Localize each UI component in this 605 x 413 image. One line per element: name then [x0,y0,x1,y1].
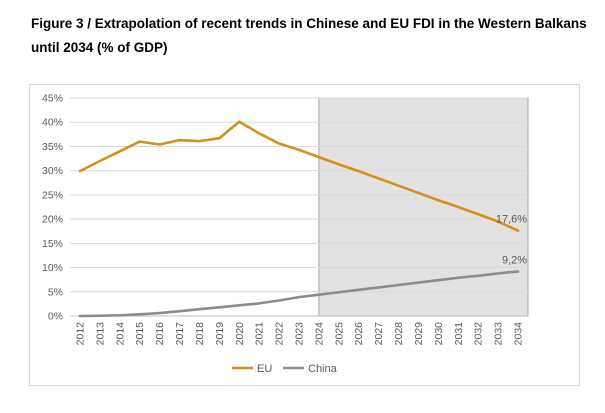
x-tick-label: 2026 [353,322,365,346]
x-tick-label: 2028 [393,322,405,346]
line-chart: 0%5%10%15%20%25%30%35%40%45% 2012 2013 201… [42,93,529,375]
y-tick-label: 20% [42,214,63,226]
x-tick-label: 2023 [294,322,306,346]
x-axis-ticks: 2012 2013 2014 2015 2016 2017 2018 2019 2020 2021… [74,322,524,346]
x-tick-label: 2032 [473,322,485,346]
x-tick-label: 2017 [174,322,186,346]
y-tick-label: 40% [42,117,63,129]
y-tick-label: 25% [42,189,63,201]
x-tick-label: 2019 [214,322,226,346]
chart-frame: 0% 5% 10% 15% 20% 25% 30% 35% 40% 45% 2012 2013 201… [29,84,580,386]
x-tick-label: 2029 [413,322,425,346]
x-tick-label: 2022 [274,322,286,346]
data-labels: 17,6% 9,2% [496,214,527,267]
y-tick-label: 5% [48,286,63,298]
legend-label-eu: EU [257,363,272,375]
x-tick-label: 2034 [513,322,525,346]
x-tick-label: 2014 [114,322,126,346]
x-tick-label: 2033 [493,322,505,346]
data-label-eu: 17,6% [496,214,527,226]
y-tick-label: 30% [42,165,63,177]
x-tick-label: 2024 [313,322,325,346]
y-axis-ticks: 0% 5% 10% 15% 20% 25% 30% 35% 40% 45% [42,93,63,323]
x-tick-label: 2030 [433,322,445,346]
projection-area [318,97,529,317]
x-tick-label: 2021 [254,322,266,346]
y-tick-label: 45% [42,93,63,105]
y-tick-label: 0% [48,311,63,323]
series-line-china [78,270,520,318]
series-line-eu [78,120,520,233]
x-tick-label: 2012 [74,322,86,346]
y-tick-label: 10% [42,262,63,274]
data-label-china: 9,2% [502,254,527,266]
x-tick-label: 2020 [234,322,246,346]
x-tick-label: 2015 [134,322,146,346]
gridlines [70,97,528,317]
projection-shaded-region [318,97,529,317]
legend: EU China [232,363,338,375]
x-tick-label: 2013 [94,322,106,346]
x-tick-label: 2027 [373,322,385,346]
x-tick-label: 2031 [453,322,465,346]
x-tick-label: 2016 [154,322,166,346]
figure-title: Figure 3 / Extrapolation of recent trend… [31,16,587,55]
y-tick-label: 15% [42,238,63,250]
x-tick-label: 2018 [194,322,206,346]
y-tick-label: 35% [42,141,63,153]
x-tick-label: 2025 [333,322,345,346]
series-lines [78,120,520,318]
legend-label-china: China [308,363,338,375]
